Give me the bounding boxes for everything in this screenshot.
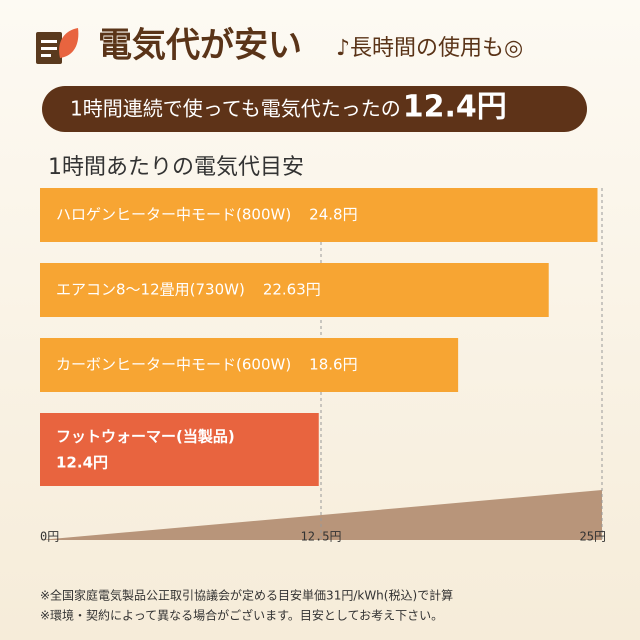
chart-title: 1時間あたりの電気代目安	[48, 155, 304, 180]
banner-highlight: 12.4円	[403, 90, 507, 125]
subtitle: ♪長時間の使用も◎	[336, 36, 523, 61]
banner	[42, 86, 587, 132]
x-tick-label: 0円	[40, 530, 59, 544]
bar	[40, 263, 549, 317]
bar	[40, 188, 598, 242]
bar-label: フットウォーマー(当製品)	[56, 428, 235, 446]
bar	[40, 338, 459, 392]
bar-label: ハロゲンヒーター中モード(800W)	[56, 206, 291, 224]
bar-label: エアコン8～12畳用(730W)	[56, 281, 245, 299]
bar	[40, 413, 319, 486]
icon	[36, 28, 79, 64]
note: ※全国家庭電気製品公正取引協議会が定める目安単価31円/kWh(税込)で計算	[40, 588, 453, 603]
bar-label: カーボンヒーター中モード(600W)	[56, 356, 291, 374]
value-label: 18.6円	[309, 356, 357, 374]
value-label: 24.8円	[309, 206, 357, 224]
title: 電気代が安い	[98, 26, 302, 66]
note: ※環境・契約によって異なる場合がございます。目安としてお考え下さい。	[40, 608, 443, 623]
x-tick-label: 12.5円	[301, 530, 342, 544]
value-label: 22.63円	[263, 281, 321, 299]
x-tick-label: 25円	[580, 530, 606, 544]
value-label: 12.4円	[56, 454, 108, 472]
banner-text: 1時間連続で使っても電気代たったの	[70, 97, 401, 121]
